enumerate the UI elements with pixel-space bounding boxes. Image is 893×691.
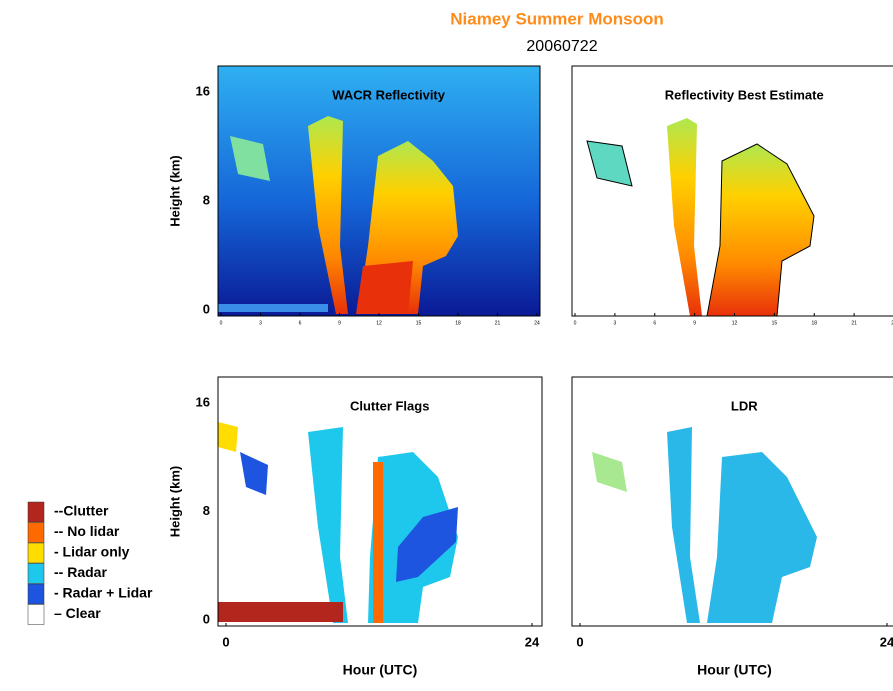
x-axis-label: Hour (UTC) [343,662,418,678]
y-axis-label: Height (km) [167,155,182,227]
x-tick-label: 18 [811,320,817,326]
panel-frame [217,376,543,627]
legend-label: - Lidar only [54,544,130,560]
x-tick-label: 12 [732,320,738,326]
x-tick-label: 24 [525,634,540,649]
panel-image [572,377,893,626]
x-tick-label: 0 [222,634,229,649]
x-tick-label: 6 [653,320,656,326]
x-tick-label: 21 [851,320,857,326]
y-tick-label: 8 [203,192,210,207]
x-tick-label: 21 [495,320,501,326]
legend-swatch [27,501,45,523]
y-tick-label: 0 [203,301,210,316]
x-tick-label: 24 [534,320,540,326]
x-tick-label: 12 [376,320,382,326]
panel-image [218,66,540,316]
legend-label: --Clutter [54,503,109,519]
y-tick-label: 8 [203,503,210,518]
y-tick-label: 0 [203,611,210,626]
x-tick-label: 15 [772,320,778,326]
x-tick-label: 24 [891,320,893,326]
x-tick-label: 15 [416,320,422,326]
x-tick-label: 0 [220,320,223,326]
legend-swatch [27,522,45,543]
y-tick-label: 16 [196,83,210,98]
y-tick-label: 16 [196,394,210,409]
legend-swatch [27,604,45,625]
panel-frame [571,376,893,627]
legend-label: - Radar + Lidar [54,585,153,601]
x-tick-label: 9 [693,320,696,326]
x-tick-label: 0 [576,634,583,649]
x-tick-label: 6 [299,320,302,326]
x-tick-label: 24 [880,634,893,649]
legend-label: -- No lidar [54,523,120,539]
x-tick-label: 9 [338,320,341,326]
y-axis-label: Height (km) [167,466,182,538]
x-tick-label: 3 [613,320,616,326]
legend-swatch [27,583,45,605]
legend-label: – Clear [54,605,101,621]
legend-label: -- Radar [54,564,107,580]
legend-swatch [27,542,45,564]
panel-image [218,377,540,626]
x-axis-label: Hour (UTC) [697,662,772,678]
figure-date: 20060722 [526,38,597,55]
x-tick-label: 18 [455,320,461,326]
legend-swatch [27,563,45,584]
panel-title: WACR Reflectivity [332,87,445,102]
panel-title: LDR [731,398,758,413]
x-tick-label: 0 [574,320,577,326]
figure-title: Niamey Summer Monsoon [450,9,664,28]
panel-image [572,66,893,316]
panel-title: Reflectivity Best Estimate [665,87,824,102]
x-tick-label: 3 [259,320,262,326]
panel-title: Clutter Flags [350,398,429,413]
